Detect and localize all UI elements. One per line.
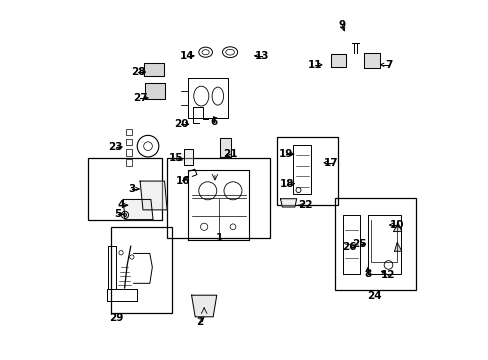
Polygon shape: [145, 83, 165, 99]
Text: 21: 21: [223, 149, 238, 159]
Bar: [167, 158, 269, 238]
Text: 9: 9: [338, 20, 346, 30]
Text: 24: 24: [367, 291, 381, 301]
Text: 29: 29: [109, 312, 123, 323]
Text: 1: 1: [215, 233, 223, 243]
Text: 28: 28: [131, 67, 145, 77]
Text: 25: 25: [352, 239, 366, 249]
Polygon shape: [364, 53, 379, 68]
Text: 15: 15: [168, 153, 183, 163]
Text: 18: 18: [279, 179, 294, 189]
Polygon shape: [280, 199, 296, 207]
Polygon shape: [220, 138, 230, 157]
Bar: [276, 137, 337, 205]
Bar: [88, 158, 162, 220]
Text: 20: 20: [174, 119, 188, 129]
Text: 8: 8: [363, 269, 370, 279]
Text: 2: 2: [196, 317, 203, 327]
Bar: [334, 198, 415, 290]
Text: 7: 7: [384, 60, 391, 70]
Text: 27: 27: [133, 93, 147, 103]
Text: 5: 5: [114, 209, 121, 219]
Text: 19: 19: [278, 149, 292, 159]
Text: 22: 22: [297, 200, 312, 210]
Text: 12: 12: [381, 270, 395, 280]
Polygon shape: [330, 54, 346, 67]
Polygon shape: [191, 295, 216, 317]
Bar: [126, 139, 132, 145]
Text: 26: 26: [342, 242, 356, 252]
Text: 13: 13: [254, 51, 268, 61]
Text: 4: 4: [118, 200, 125, 210]
Polygon shape: [394, 242, 401, 251]
Text: 3: 3: [128, 184, 136, 194]
Text: 16: 16: [175, 176, 189, 186]
Text: 17: 17: [324, 158, 338, 168]
Bar: [111, 227, 172, 313]
Text: 11: 11: [307, 60, 321, 70]
Text: 10: 10: [389, 220, 404, 230]
Bar: [126, 149, 132, 156]
Polygon shape: [143, 63, 163, 76]
Circle shape: [123, 213, 126, 217]
Polygon shape: [393, 223, 401, 231]
Text: 6: 6: [210, 117, 217, 127]
Bar: [126, 159, 132, 166]
Polygon shape: [140, 181, 167, 210]
Bar: [126, 129, 132, 135]
Polygon shape: [123, 199, 153, 220]
Polygon shape: [183, 149, 193, 165]
Text: 23: 23: [108, 142, 122, 152]
Text: 14: 14: [179, 51, 194, 61]
Bar: [292, 145, 310, 194]
